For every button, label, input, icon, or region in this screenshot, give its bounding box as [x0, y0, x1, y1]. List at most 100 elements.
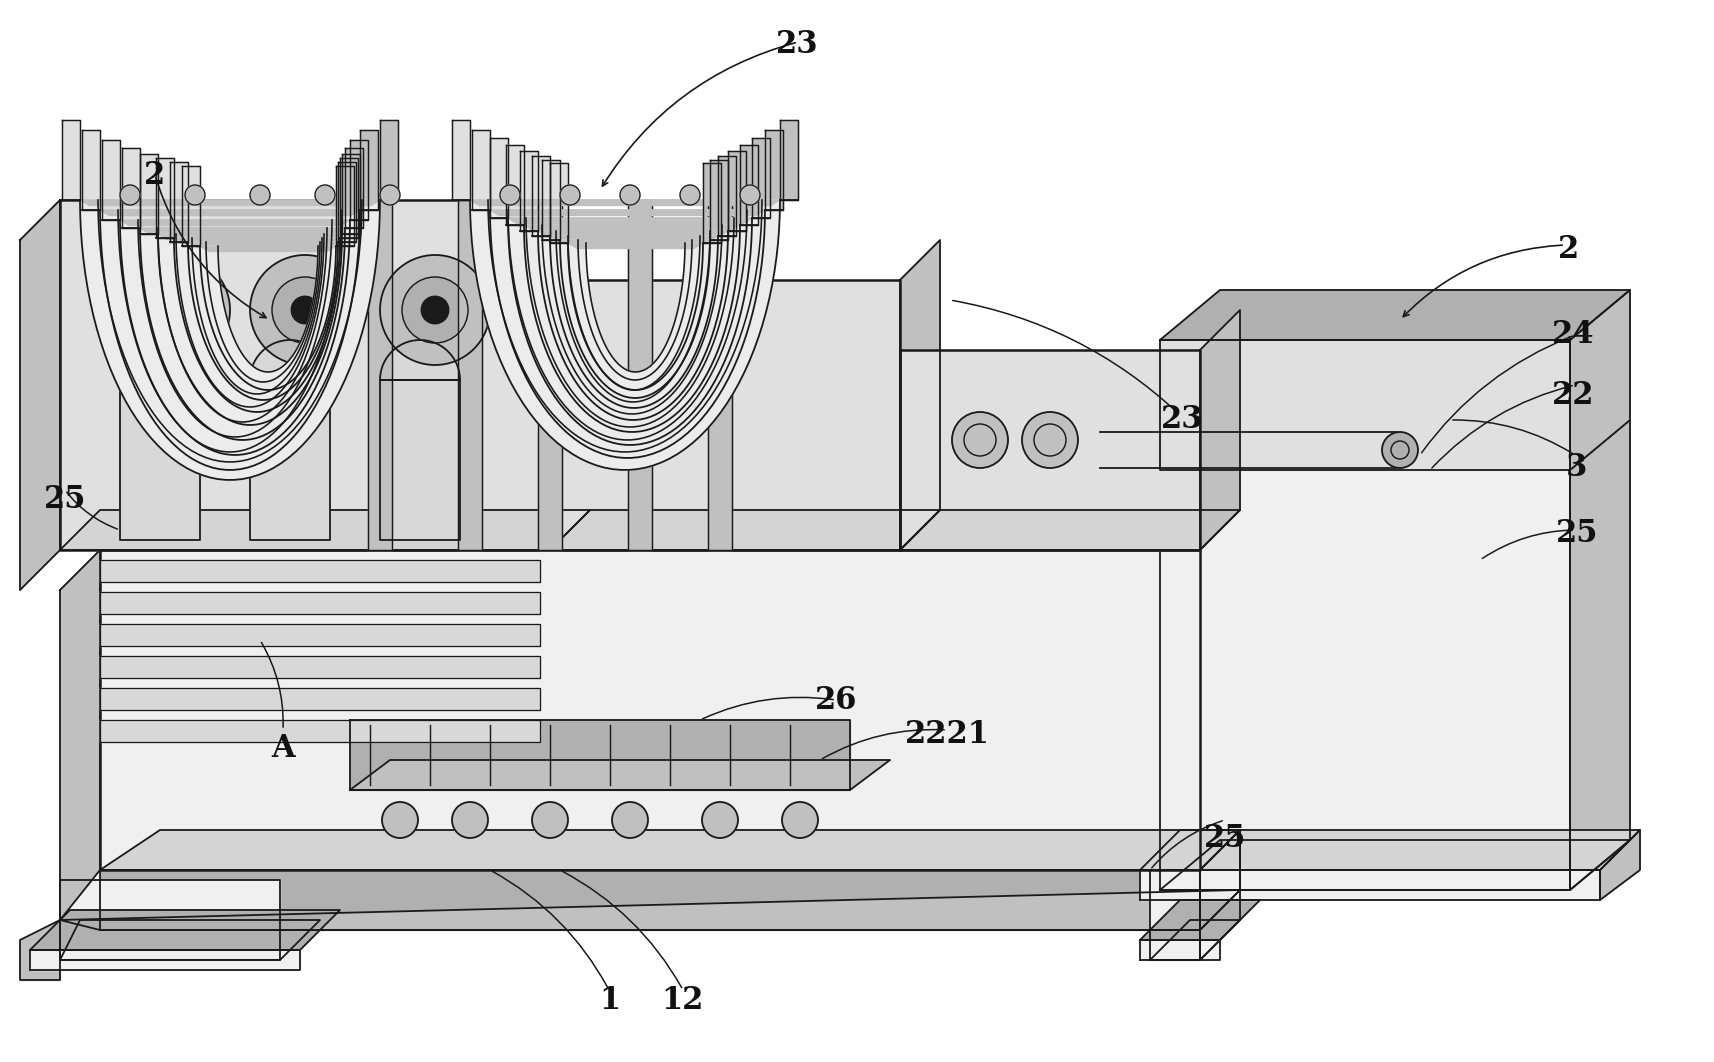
Polygon shape	[518, 218, 752, 223]
Polygon shape	[1140, 900, 1260, 940]
Text: 23: 23	[776, 29, 818, 61]
Polygon shape	[1150, 870, 1200, 960]
Polygon shape	[708, 200, 732, 550]
Polygon shape	[209, 246, 336, 252]
Polygon shape	[538, 232, 718, 237]
Circle shape	[120, 255, 230, 365]
Polygon shape	[99, 830, 1239, 870]
Circle shape	[273, 277, 338, 343]
Polygon shape	[381, 120, 398, 200]
Polygon shape	[1140, 830, 1640, 870]
Polygon shape	[201, 246, 327, 252]
Polygon shape	[547, 232, 728, 237]
Circle shape	[703, 802, 739, 838]
Polygon shape	[538, 232, 728, 419]
Polygon shape	[519, 151, 538, 232]
Polygon shape	[99, 592, 540, 614]
Circle shape	[381, 255, 490, 365]
Polygon shape	[1200, 830, 1239, 960]
Polygon shape	[1570, 290, 1630, 470]
Polygon shape	[1599, 830, 1640, 900]
Polygon shape	[158, 234, 343, 425]
Polygon shape	[550, 280, 900, 550]
Polygon shape	[60, 550, 99, 920]
Polygon shape	[470, 200, 771, 205]
Polygon shape	[99, 870, 1200, 930]
Polygon shape	[31, 910, 339, 950]
Polygon shape	[507, 218, 742, 223]
Circle shape	[782, 802, 818, 838]
Polygon shape	[470, 200, 780, 469]
Polygon shape	[89, 200, 381, 205]
Polygon shape	[120, 220, 350, 455]
Polygon shape	[339, 158, 358, 238]
Circle shape	[452, 802, 488, 838]
Polygon shape	[129, 220, 350, 225]
Polygon shape	[900, 350, 1200, 550]
Polygon shape	[170, 162, 189, 242]
Polygon shape	[1150, 920, 1239, 960]
Polygon shape	[336, 166, 355, 246]
Polygon shape	[1160, 840, 1630, 890]
Polygon shape	[490, 210, 756, 216]
Text: 2: 2	[144, 159, 165, 191]
Polygon shape	[550, 510, 939, 550]
Polygon shape	[533, 225, 740, 230]
Circle shape	[381, 185, 399, 205]
Polygon shape	[81, 200, 370, 205]
Circle shape	[250, 255, 360, 365]
Polygon shape	[531, 156, 550, 236]
Circle shape	[291, 296, 319, 324]
Polygon shape	[524, 225, 730, 230]
Polygon shape	[458, 200, 482, 550]
Polygon shape	[471, 130, 490, 210]
Polygon shape	[350, 140, 369, 220]
Polygon shape	[764, 130, 783, 210]
Polygon shape	[345, 148, 363, 228]
Circle shape	[382, 802, 418, 838]
Polygon shape	[158, 234, 333, 239]
Polygon shape	[350, 760, 890, 790]
Polygon shape	[452, 120, 470, 200]
Text: 26: 26	[816, 685, 857, 717]
Polygon shape	[99, 550, 1200, 870]
Polygon shape	[99, 210, 360, 469]
Polygon shape	[141, 228, 336, 234]
Polygon shape	[381, 340, 459, 539]
Polygon shape	[99, 624, 540, 646]
Polygon shape	[62, 120, 81, 200]
Polygon shape	[1200, 310, 1239, 550]
Polygon shape	[60, 510, 590, 550]
Polygon shape	[175, 238, 331, 243]
Polygon shape	[900, 510, 1239, 550]
Polygon shape	[560, 240, 701, 245]
Polygon shape	[149, 228, 345, 234]
Polygon shape	[99, 210, 351, 216]
Polygon shape	[338, 162, 357, 242]
Circle shape	[422, 296, 449, 324]
Text: A: A	[271, 733, 295, 765]
Polygon shape	[1140, 940, 1220, 960]
Circle shape	[161, 296, 189, 324]
Polygon shape	[627, 200, 651, 550]
Polygon shape	[82, 130, 99, 210]
Text: 22: 22	[1553, 379, 1594, 411]
Polygon shape	[569, 240, 710, 245]
Polygon shape	[99, 720, 540, 742]
Polygon shape	[99, 688, 540, 710]
Polygon shape	[31, 950, 300, 970]
Polygon shape	[780, 120, 799, 200]
Polygon shape	[360, 130, 379, 210]
Polygon shape	[900, 240, 939, 550]
Polygon shape	[369, 200, 393, 550]
Polygon shape	[524, 225, 740, 432]
Polygon shape	[1570, 419, 1630, 890]
Polygon shape	[1160, 470, 1570, 890]
Text: 25: 25	[1205, 823, 1246, 855]
Circle shape	[142, 277, 207, 343]
Polygon shape	[578, 243, 703, 249]
Polygon shape	[60, 890, 1239, 930]
Polygon shape	[567, 243, 703, 390]
Circle shape	[500, 185, 519, 205]
Polygon shape	[141, 154, 158, 234]
